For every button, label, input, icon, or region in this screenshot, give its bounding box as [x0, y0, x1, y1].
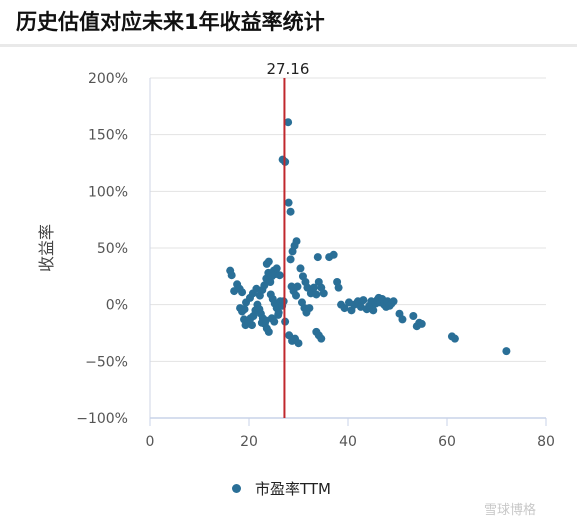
- page-title: 历史估值对应未来1年收益率统计: [16, 10, 325, 34]
- scatter-point: [293, 282, 302, 291]
- scatter-point: [329, 250, 338, 259]
- scatter-point: [240, 305, 249, 314]
- legend[interactable]: 市盈率TTM: [232, 478, 331, 499]
- scatter-point: [450, 334, 459, 343]
- x-tick-label: 40: [339, 434, 357, 450]
- legend-series-label: 市盈率TTM: [255, 480, 332, 498]
- scatter-point: [247, 321, 256, 330]
- watermark: 雪球博格: [484, 503, 537, 518]
- scatter-point: [359, 296, 368, 305]
- x-tick-label: 20: [240, 434, 258, 450]
- scatter-chart: 200% 150% 100% 50% 0% −50% −100% 0 20 40 60 80 27.1…: [37, 60, 555, 450]
- legend-marker-icon: [232, 484, 241, 493]
- scatter-point: [313, 253, 322, 262]
- x-tick-label: 0: [146, 434, 155, 450]
- scatter-point: [284, 118, 293, 127]
- scatter-point: [286, 255, 295, 264]
- reference-line-label: 27.16: [266, 60, 309, 78]
- scatter-point: [275, 271, 284, 280]
- scatter-point: [264, 257, 273, 266]
- x-tick-label: 60: [438, 434, 456, 450]
- scatter-point: [292, 291, 301, 300]
- scatter-point: [398, 315, 407, 324]
- scatter-point: [319, 289, 328, 298]
- y-tick-label: 0%: [106, 298, 128, 314]
- y-tick-label: 150%: [88, 128, 128, 144]
- scatter-point: [292, 237, 301, 246]
- scatter-point: [252, 284, 261, 293]
- scatter-point: [312, 290, 321, 299]
- scatter-point: [502, 347, 511, 356]
- reference-line-group: 27.16: [266, 60, 309, 418]
- scatter-point: [305, 304, 314, 313]
- data-points: [226, 118, 511, 356]
- scatter-point: [296, 264, 305, 273]
- y-tick-label: 100%: [88, 184, 128, 200]
- y-tick-label: 50%: [97, 241, 128, 257]
- scatter-point: [238, 288, 247, 297]
- scatter-point: [317, 334, 326, 343]
- scatter-point: [340, 304, 349, 313]
- scatter-point: [409, 312, 418, 320]
- grid-lines: [150, 77, 546, 419]
- scatter-point: [369, 306, 378, 315]
- scatter-point: [227, 271, 236, 280]
- y-tick-label: −50%: [85, 354, 128, 370]
- scatter-point: [417, 319, 426, 328]
- scatter-point: [334, 283, 343, 292]
- scatter-point: [284, 198, 293, 207]
- y-axis-label: 收益率: [37, 224, 56, 272]
- scatter-point: [274, 310, 283, 319]
- x-tick-label: 80: [537, 434, 555, 450]
- scatter-point: [260, 281, 269, 290]
- scatter-point: [294, 339, 303, 348]
- title-divider: [0, 44, 577, 47]
- scatter-point: [264, 327, 273, 336]
- axes: 200% 150% 100% 50% 0% −50% −100% 0 20 40 60 80: [76, 71, 555, 450]
- y-tick-label: 200%: [88, 71, 128, 87]
- scatter-point: [309, 283, 318, 292]
- scatter-point: [389, 297, 398, 306]
- scatter-point: [286, 207, 295, 216]
- scatter-point: [272, 264, 281, 273]
- scatter-point: [270, 317, 279, 326]
- y-tick-label: −100%: [76, 411, 128, 427]
